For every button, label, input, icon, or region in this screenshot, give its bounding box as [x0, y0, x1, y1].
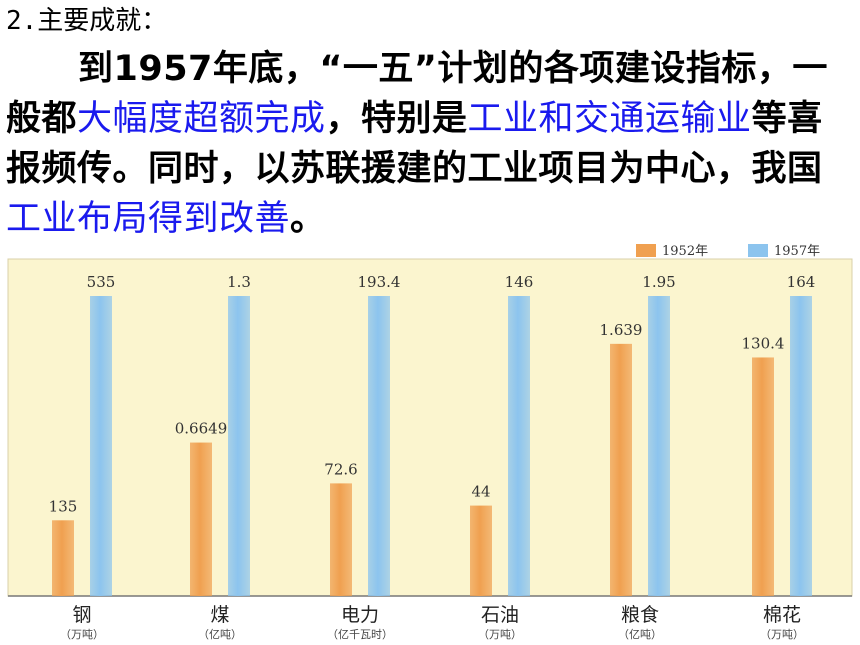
bar-1952-4 — [610, 343, 632, 596]
unit-label-5: （万吨） — [760, 628, 804, 641]
unit-label-1: （亿吨） — [198, 628, 242, 641]
section-heading: 2.主要成就： — [6, 6, 168, 36]
unit-label-2: （亿千瓦时） — [327, 628, 393, 641]
category-label-2: 电力 — [341, 604, 379, 626]
data-label-1952-4: 1.639 — [600, 321, 643, 339]
data-label-1952-3: 44 — [471, 483, 490, 501]
category-label-5: 棉花 — [763, 604, 801, 626]
data-label-1952-0: 135 — [49, 497, 78, 515]
highlighted-phrase: 工业和交通运输业 — [467, 99, 752, 139]
bar-1957-0 — [90, 296, 112, 596]
plot-background — [7, 258, 853, 597]
unit-label-4: （亿吨） — [618, 628, 662, 641]
data-label-1957-1: 1.3 — [227, 273, 251, 291]
data-label-1957-3: 146 — [505, 273, 534, 291]
category-label-0: 钢 — [72, 604, 91, 626]
paragraph-text: 。 — [290, 199, 326, 239]
data-label-1952-2: 72.6 — [324, 460, 357, 478]
data-label-1952-5: 130.4 — [742, 334, 785, 352]
bar-1957-5 — [790, 296, 812, 596]
data-label-1957-4: 1.95 — [642, 273, 675, 291]
data-label-1957-2: 193.4 — [358, 273, 401, 291]
unit-label-3: （万吨） — [478, 628, 522, 641]
bar-1957-4 — [648, 296, 670, 596]
paragraph-text: 一般都 — [6, 49, 828, 139]
legend-swatch-1957 — [748, 244, 768, 257]
highlighted-phrase: 大幅度超额完成 — [77, 99, 326, 139]
category-label-4: 粮食 — [621, 604, 659, 626]
category-label-3: 石油 — [481, 604, 519, 626]
unit-label-0: （万吨） — [60, 628, 104, 641]
paragraph-text: 等喜报频传。同时，以苏联援建的工业项目为中心，我国 — [6, 99, 823, 189]
paragraph-text: ，特别是 — [325, 99, 468, 139]
bar-1952-5 — [752, 357, 774, 596]
bar-1952-0 — [52, 520, 74, 596]
category-label-1: 煤 — [210, 604, 229, 626]
data-label-1957-5: 164 — [787, 273, 816, 291]
bar-1957-2 — [368, 296, 390, 596]
data-label-1952-1: 0.6649 — [175, 420, 228, 438]
paragraph-text: 到1957年底，“一五”计划的各项建设指标， — [78, 49, 793, 89]
bar-1957-3 — [508, 296, 530, 596]
bar-1957-1 — [228, 296, 250, 596]
data-label-1957-0: 535 — [87, 273, 116, 291]
bar-1952-2 — [330, 483, 352, 596]
bar-1952-3 — [470, 505, 492, 596]
production-bar-chart: 1952年 1957年 135 535 钢 （万吨） 0.6649 1.3 煤 （亿吨） 72.6 1… — [7, 244, 853, 641]
achievement-paragraph: 到1957年底，“一五”计划的各项建设指标，一般都大幅度超额完成，特别是工业和交… — [6, 44, 852, 244]
legend-label-1952: 1952年 — [662, 244, 708, 259]
legend-label-1957: 1957年 — [774, 244, 820, 259]
bar-1952-1 — [190, 442, 212, 596]
legend-swatch-1952 — [636, 244, 656, 257]
highlighted-phrase: 工业布局得到改善 — [6, 199, 291, 239]
